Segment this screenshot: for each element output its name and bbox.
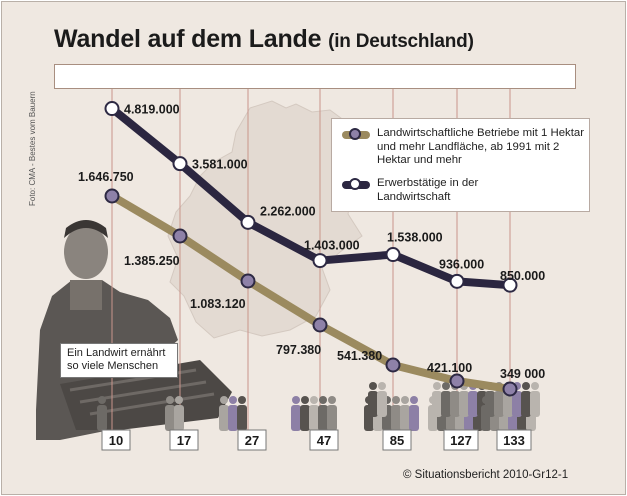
- ratio-box-1980: [309, 429, 339, 451]
- ratio-label-2000: 127: [450, 433, 472, 448]
- ratio-box-2007: [496, 429, 532, 451]
- point-betriebe-2007: [502, 381, 518, 397]
- point-erwerbstaetige-2000: [449, 273, 465, 289]
- data-label-betriebe-1960: 1.385.250: [124, 254, 180, 268]
- point-betriebe-1980: [312, 317, 328, 333]
- data-label-erwerbstaetige-1990: 1.538.000: [387, 231, 443, 245]
- legend-item-erwerbstaetige: Erwerbstätige in der Landwirtschaft: [342, 177, 527, 204]
- data-label-erwerbstaetige-1970: 2.262.000: [260, 204, 316, 218]
- people-group-1960: [165, 396, 184, 431]
- photo-credit: Foto: CMA - Bestes vom Bauern: [28, 91, 37, 206]
- data-label-erwerbstaetige-2000: 936.000: [439, 257, 484, 271]
- point-erwerbstaetige-1990: [385, 247, 401, 263]
- point-betriebe-1970: [240, 273, 256, 289]
- data-label-erwerbstaetige-1960: 3.581.000: [192, 158, 248, 172]
- point-betriebe-1949: [104, 188, 120, 204]
- ratio-box-1990: [382, 429, 412, 451]
- ratio-label-1980: 47: [317, 433, 331, 448]
- data-label-betriebe-1949: 1.646.750: [78, 170, 134, 184]
- data-label-betriebe-1990: 541.380: [337, 349, 382, 363]
- year-axis-bar: [54, 64, 576, 89]
- data-label-erwerbstaetige-2007: 850.000: [500, 269, 545, 283]
- point-erwerbstaetige-1970: [240, 214, 256, 230]
- legend-label-erwerbstaetige: Erwerbstätige in der Landwirtschaft: [377, 177, 479, 203]
- point-betriebe-1990: [385, 357, 401, 373]
- data-label-erwerbstaetige-1980: 1.403.000: [304, 239, 360, 253]
- legend-item-betriebe: Landwirtschaftliche Betriebe mit 1 Hekta…: [342, 127, 587, 168]
- speech-bubble: Ein Landwirt ernährt so viele Menschen: [60, 343, 178, 378]
- legend-swatch-betriebe: [342, 128, 370, 142]
- data-label-betriebe-1970: 1.083.120: [190, 297, 246, 311]
- ratio-label-2007: 133: [503, 433, 525, 448]
- ratio-label-1949: 10: [109, 433, 123, 448]
- people-group-1990: [364, 382, 419, 431]
- ratio-label-1970: 27: [245, 433, 259, 448]
- point-erwerbstaetige-1949: [104, 101, 120, 117]
- chart-title: Wandel auf dem Lande (in Deutschland): [54, 25, 474, 54]
- germany-map-silhouette: [167, 100, 363, 339]
- people-group-1949: [97, 396, 107, 431]
- people-group-1970: [219, 396, 247, 431]
- data-label-betriebe-2000: 421.100: [427, 361, 472, 375]
- copyright-note: © Situationsbericht 2010-Gr12-1: [403, 469, 569, 481]
- point-erwerbstaetige-1960: [172, 156, 188, 172]
- ratio-box-2000: [443, 429, 479, 451]
- legend-label-betriebe: Landwirtschaftliche Betriebe mit 1 Hekta…: [377, 127, 585, 166]
- ratio-label-1990: 85: [390, 433, 404, 448]
- ratio-box-1949: [101, 429, 131, 451]
- ratio-box-1970: [237, 429, 267, 451]
- legend-swatch-erwerbstaetige: [342, 178, 370, 192]
- point-erwerbstaetige-1980: [312, 253, 328, 269]
- title-subtitle: (in Deutschland): [328, 31, 474, 52]
- ratio-label-1960: 17: [177, 433, 191, 448]
- title-main: Wandel auf dem Lande: [54, 25, 322, 53]
- point-betriebe-2000: [449, 373, 465, 389]
- data-label-betriebe-2007: 349 000: [500, 367, 545, 381]
- data-label-betriebe-1980: 797.380: [276, 343, 321, 357]
- legend: Landwirtschaftliche Betriebe mit 1 Hekta…: [331, 118, 590, 212]
- data-label-erwerbstaetige-1949: 4.819.000: [124, 103, 180, 117]
- people-group-1980: [291, 396, 337, 431]
- point-betriebe-1960: [172, 228, 188, 244]
- ratio-box-1960: [169, 429, 199, 451]
- point-erwerbstaetige-2007: [502, 277, 518, 293]
